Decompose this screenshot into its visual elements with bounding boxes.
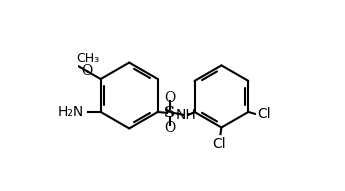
Text: CH₃: CH₃ [76,52,99,65]
Text: H₂N: H₂N [58,105,84,119]
Text: NH: NH [176,108,196,122]
Text: Cl: Cl [213,137,226,151]
Text: O: O [164,121,176,135]
Text: S: S [165,106,176,120]
Text: O: O [164,91,176,105]
Text: O: O [81,64,92,78]
Text: Cl: Cl [258,107,272,121]
